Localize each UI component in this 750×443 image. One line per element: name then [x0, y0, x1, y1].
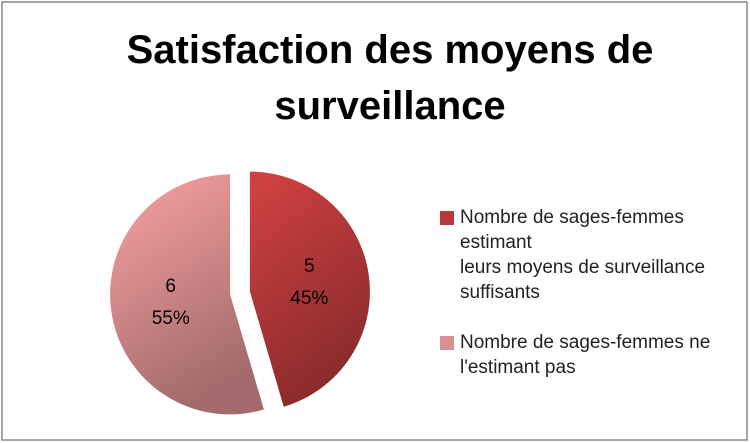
- legend-swatch: [440, 211, 454, 225]
- pie-slice: [110, 174, 264, 415]
- legend-label: Nombre de sages-femmes estimant leurs mo…: [460, 207, 706, 303]
- legend-swatch: [440, 336, 454, 350]
- data-label: 5: [304, 256, 315, 277]
- data-label: 55%: [152, 308, 190, 329]
- data-label: 6: [165, 276, 176, 297]
- data-label: 45%: [290, 288, 328, 309]
- legend-entry: Nombre de sages-femmes ne l'estimant pas: [440, 330, 750, 380]
- pie-slice: [249, 171, 370, 407]
- legend-entry: Nombre de sages-femmes estimant leurs mo…: [440, 205, 750, 305]
- legend-label: Nombre de sages-femmes ne l'estimant pas: [460, 332, 711, 378]
- chart-title: Satisfaction des moyens de surveillance: [126, 28, 654, 128]
